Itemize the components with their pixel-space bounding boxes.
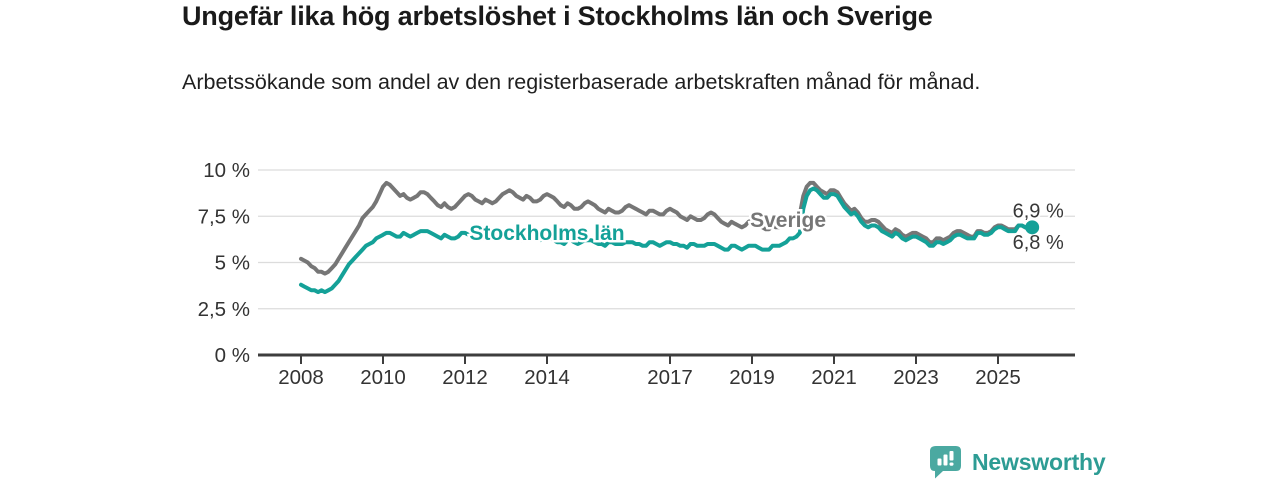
x-tick-label: 2017 (647, 366, 693, 389)
brand-footer: Newsworthy (929, 445, 1106, 479)
y-tick-label: 5 % (215, 252, 250, 275)
series-line-sverige (299, 180, 1035, 276)
x-tick-label: 2025 (975, 366, 1021, 389)
series-line-stockholms-l-n (299, 186, 1035, 295)
x-tick-label: 2023 (893, 366, 939, 389)
y-tick-label: 0 % (215, 344, 250, 367)
end-value-label: 6,8 % (1013, 232, 1064, 254)
x-tick-label: 2012 (442, 366, 488, 389)
brand-name: Newsworthy (972, 448, 1106, 475)
chart-title: Ungefär lika hög arbetslöshet i Stockhol… (182, 1, 933, 31)
x-tick-label: 2019 (729, 366, 775, 389)
series-end-dot (1025, 220, 1040, 235)
chart-subtitle: Arbetssökande som andel av den registerb… (182, 70, 981, 94)
newsworthy-logo-icon (930, 446, 961, 479)
y-tick-label: 2,5 % (198, 298, 250, 321)
y-tick-label: 7,5 % (198, 205, 250, 228)
series-label-stockholms-l-n: Stockholms län (469, 222, 624, 245)
x-tick-label: 2021 (811, 366, 857, 389)
series-label-sverige: Sverige (750, 209, 826, 232)
x-tick-label: 2014 (524, 366, 570, 389)
y-tick-label: 10 % (203, 159, 250, 182)
end-value-label: 6,9 % (1013, 200, 1064, 222)
x-tick-label: 2008 (278, 366, 324, 389)
x-tick-label: 2010 (360, 366, 406, 389)
